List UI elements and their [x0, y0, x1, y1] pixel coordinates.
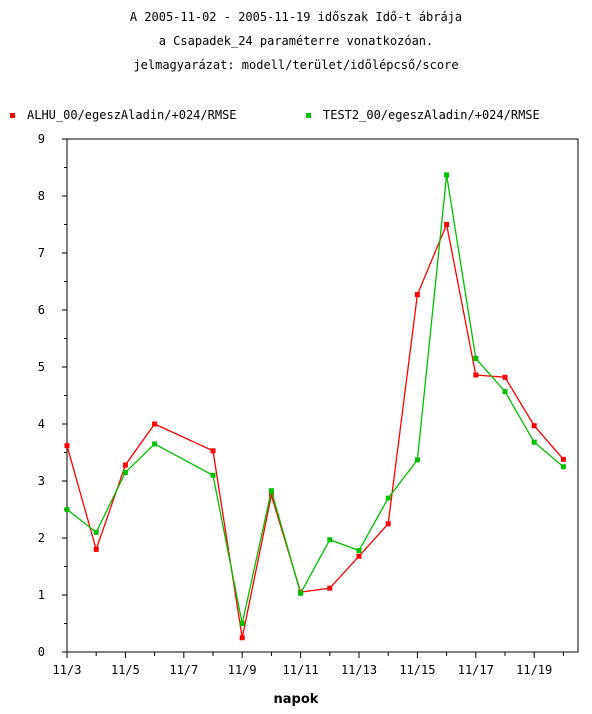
series-2-point [414, 457, 420, 463]
series-2-point [531, 439, 537, 445]
x-tick-label: 11/7 [169, 663, 198, 677]
legend-label-series-2: TEST2_00/egeszAladin/+024/RMSE [323, 108, 540, 122]
series-1-point [122, 462, 128, 468]
series-1-point [444, 222, 450, 227]
series-1-point [560, 456, 566, 462]
series-1-point [531, 423, 537, 429]
series-1-point [93, 546, 99, 552]
series-2-point [122, 469, 128, 475]
series-2-point [385, 495, 391, 501]
y-tick-label: 0 [38, 645, 45, 659]
series-2-point [502, 389, 508, 395]
x-tick-label: 11/13 [341, 663, 377, 677]
series-2-point [210, 472, 216, 478]
series-2-point [298, 590, 304, 596]
legend-label-series-1: ALHU_00/egeszAladin/+024/RMSE [27, 108, 237, 122]
series-1-point [268, 492, 274, 498]
series-1-point [64, 443, 70, 449]
legend-item-series-2: TEST2_00/egeszAladin/+024/RMSE [306, 108, 540, 122]
series-2-point [239, 621, 245, 626]
y-tick-label: 4 [38, 417, 45, 431]
series-2-point [152, 441, 158, 447]
series-1-point [152, 421, 158, 427]
series-2-point [444, 172, 450, 178]
series-1-point [385, 521, 391, 527]
series-1-point [239, 635, 245, 641]
x-axis-label: napok [273, 692, 319, 707]
plot-frame [66, 138, 579, 653]
series-2-point [356, 548, 362, 554]
x-tick-label: 11/15 [399, 663, 435, 677]
legend-marker-series-2 [306, 113, 311, 118]
legend-marker-series-1 [10, 113, 15, 118]
series-1-point [473, 372, 479, 378]
series-2-point [327, 537, 333, 543]
x-tick-label: 11/5 [111, 663, 140, 677]
x-tick-label: 11/19 [516, 663, 552, 677]
chart-title-line-2: a Csapadek_24 paraméterre vonatkozóan. [158, 34, 434, 48]
series-1-point [414, 292, 420, 298]
x-tick-label: 11/17 [458, 663, 494, 677]
series-2-point [64, 507, 70, 512]
series-1-point [327, 585, 333, 591]
legend-item-series-1: ALHU_00/egeszAladin/+024/RMSE [10, 108, 237, 122]
chart-title-line-3: jelmagyarázat: modell/terület/időlépcső/… [133, 58, 459, 72]
y-tick-label: 9 [38, 132, 45, 146]
x-tick-label: 11/9 [228, 663, 257, 677]
x-tick-label: 11/11 [283, 663, 319, 677]
y-tick-label: 7 [38, 246, 45, 260]
y-tick-label: 5 [38, 360, 45, 374]
series-2-point [268, 488, 274, 494]
series-2-point [93, 529, 99, 535]
y-tick-label: 2 [38, 531, 45, 545]
series-1-line [66, 222, 564, 638]
series-1-point [356, 553, 362, 559]
series-2-point [473, 355, 479, 361]
series-2-point [560, 464, 566, 470]
x-tick-label: 11/3 [53, 663, 82, 677]
series-2-line [66, 174, 564, 624]
y-tick-label: 6 [38, 303, 45, 317]
y-tick-label: 3 [38, 474, 45, 488]
series-1-point [502, 374, 508, 380]
y-tick-label: 8 [38, 189, 45, 203]
chart-title-line-1: A 2005-11-02 - 2005-11-19 időszak Idő-t … [129, 10, 463, 24]
y-tick-label: 1 [38, 588, 45, 602]
series-1-point [210, 448, 216, 454]
